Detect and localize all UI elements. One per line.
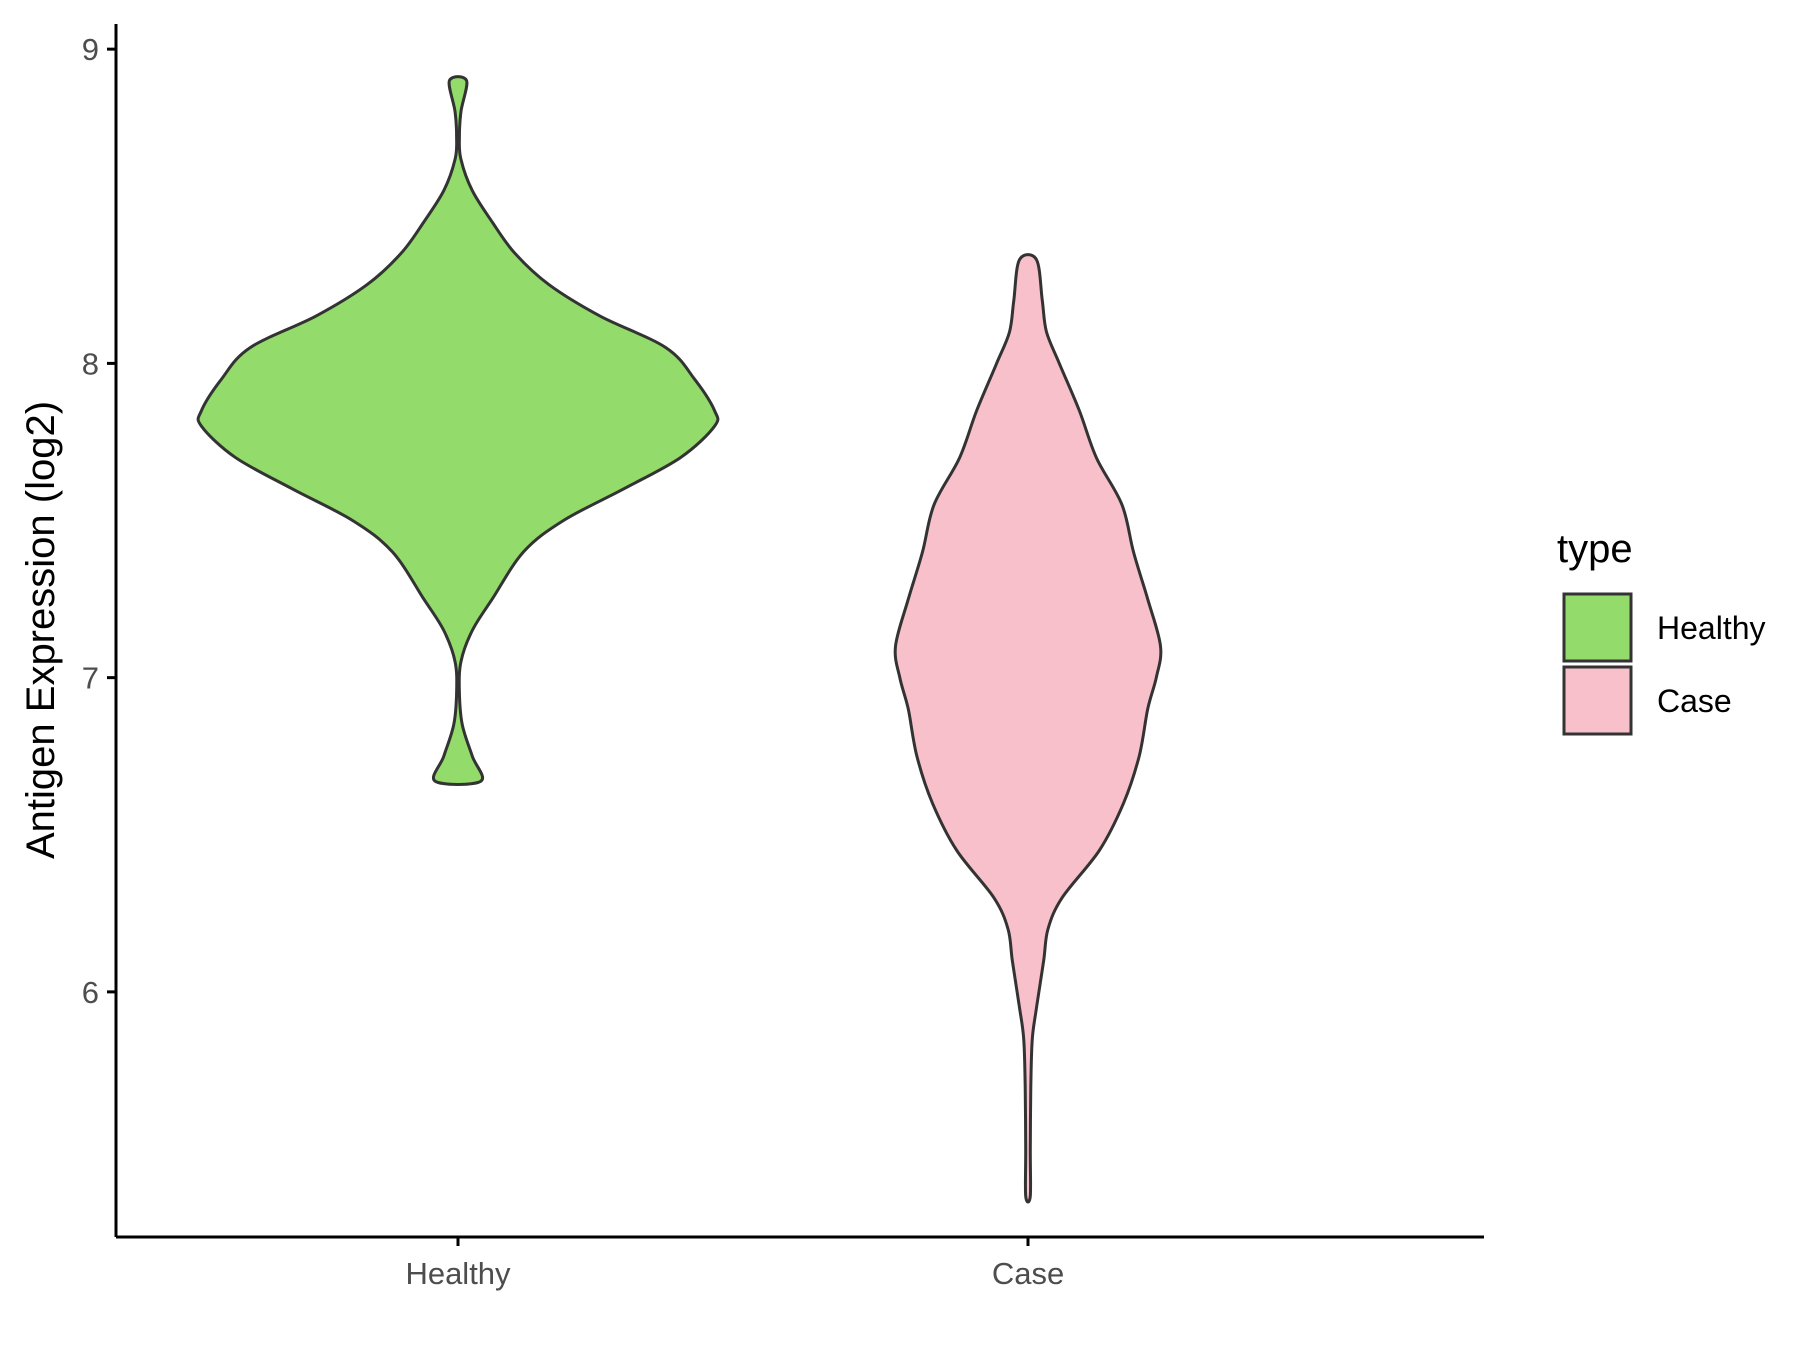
legend-key-case	[1562, 665, 1633, 736]
x-tick-label: Healthy	[405, 1256, 511, 1291]
x-tick-label: Case	[992, 1256, 1064, 1291]
y-axis-title: Antigen Expression (log2)	[19, 401, 63, 859]
y-axis-ticks: 6 7 8 9	[82, 32, 116, 1010]
legend-key-healthy	[1562, 592, 1633, 663]
plot-area	[196, 75, 1163, 1204]
y-tick-label: 9	[82, 32, 99, 67]
violin-healthy	[196, 75, 720, 786]
y-tick-label: 7	[82, 661, 99, 696]
x-axis-ticks: Healthy Case	[405, 1237, 1064, 1291]
y-tick-label: 6	[82, 975, 99, 1010]
legend-label-case: Case	[1657, 683, 1732, 719]
legend-title: type	[1557, 527, 1633, 571]
legend-label-healthy: Healthy	[1657, 610, 1766, 646]
legend: Healthy Case	[1562, 592, 1766, 736]
y-tick-label: 8	[82, 346, 99, 381]
violin-case	[893, 253, 1163, 1204]
